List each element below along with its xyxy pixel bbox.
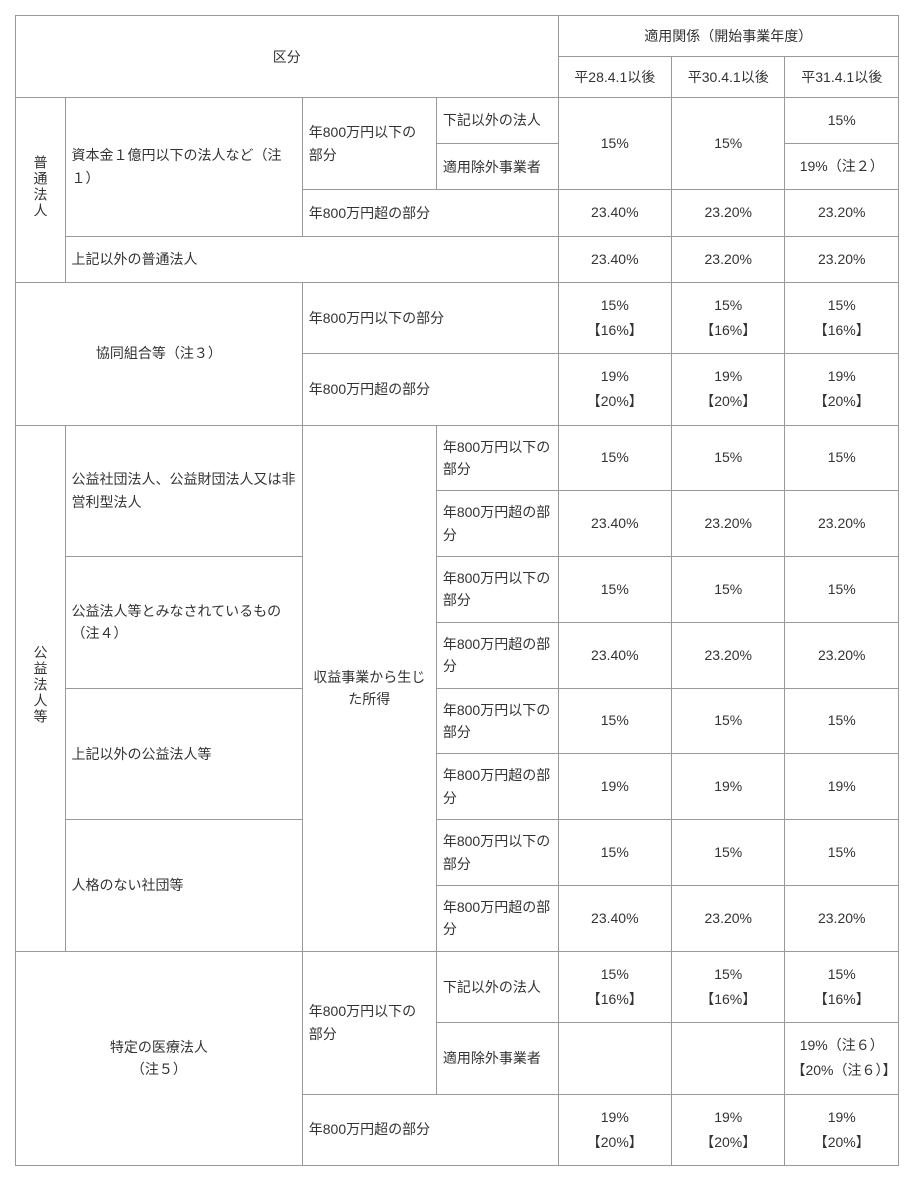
val: 23.20% <box>785 190 899 236</box>
coop-under800: 年800万円以下の部分 <box>302 282 558 353</box>
val <box>672 1023 785 1094</box>
coop-over800: 年800万円超の部分 <box>302 354 558 425</box>
val: 19%【20%】 <box>672 354 785 425</box>
ordinary-other-corp-label: 下記以外の法人 <box>436 98 558 144</box>
public-c-under: 年800万円以下の部分 <box>436 688 558 754</box>
val: 15% <box>558 688 671 754</box>
val: 15%【16%】 <box>785 951 899 1022</box>
val: 15%【16%】 <box>672 282 785 353</box>
public-b-over: 年800万円超の部分 <box>436 622 558 688</box>
val: 23.40% <box>558 491 671 557</box>
header-category: 区分 <box>16 16 559 98</box>
medical-other-corp: 下記以外の法人 <box>436 951 558 1022</box>
val: 23.20% <box>785 491 899 557</box>
val: 15%【16%】 <box>558 951 671 1022</box>
ordinary-over800: 年800万円超の部分 <box>302 190 558 236</box>
medical-label: 特定の医療法人（注５） <box>16 951 303 1165</box>
val: 15% <box>672 557 785 623</box>
val: 19%【20%】 <box>785 1094 899 1165</box>
val: 15%【16%】 <box>672 951 785 1022</box>
public-b: 公益法人等とみなされているもの（注４） <box>65 557 302 689</box>
val: 23.20% <box>672 885 785 951</box>
medical-excluded: 適用除外事業者 <box>436 1023 558 1094</box>
val: 15% <box>558 98 671 190</box>
val: 15% <box>785 98 899 144</box>
public-profit-income: 収益事業から生じた所得 <box>302 425 436 951</box>
val: 15% <box>558 557 671 623</box>
public-d-over: 年800万円超の部分 <box>436 885 558 951</box>
public-a-under: 年800万円以下の部分 <box>436 425 558 491</box>
val: 23.20% <box>785 236 899 282</box>
val: 23.20% <box>672 236 785 282</box>
val: 23.20% <box>672 190 785 236</box>
val: 15%【16%】 <box>785 282 899 353</box>
val: 23.20% <box>785 622 899 688</box>
ordinary-capital: 資本金１億円以下の法人など（注１） <box>65 98 302 237</box>
header-period2: 平30.4.1以後 <box>672 57 785 98</box>
ordinary-other: 上記以外の普通法人 <box>65 236 558 282</box>
val: 19%【20%】 <box>558 1094 671 1165</box>
public-d-under: 年800万円以下の部分 <box>436 820 558 886</box>
tax-rate-table: 区分 適用関係（開始事業年度） 平28.4.1以後 平30.4.1以後 平31.… <box>15 15 899 1166</box>
public-d: 人格のない社団等 <box>65 820 302 952</box>
val: 23.20% <box>785 885 899 951</box>
val: 15% <box>672 688 785 754</box>
val: 23.40% <box>558 622 671 688</box>
val: 19% <box>558 754 671 820</box>
public-c-over: 年800万円超の部分 <box>436 754 558 820</box>
val: 19%（注２） <box>785 144 899 190</box>
public-b-under: 年800万円以下の部分 <box>436 557 558 623</box>
ordinary-excluded-label: 適用除外事業者 <box>436 144 558 190</box>
val <box>558 1023 671 1094</box>
val: 15% <box>785 820 899 886</box>
val: 19%（注６）【20%（注６）】 <box>785 1023 899 1094</box>
header-period1: 平28.4.1以後 <box>558 57 671 98</box>
cat-ordinary: 普通法人 <box>16 98 66 283</box>
val: 19% <box>785 754 899 820</box>
val: 19%【20%】 <box>785 354 899 425</box>
val: 23.40% <box>558 885 671 951</box>
val: 15%【16%】 <box>558 282 671 353</box>
val: 23.20% <box>672 622 785 688</box>
cat-public: 公益法人等 <box>16 425 66 951</box>
public-a: 公益社団法人、公益財団法人又は非営利型法人 <box>65 425 302 557</box>
val: 23.40% <box>558 236 671 282</box>
val: 19%【20%】 <box>558 354 671 425</box>
coop-label: 協同組合等（注３） <box>16 282 303 425</box>
val: 15% <box>672 98 785 190</box>
medical-under800: 年800万円以下の部分 <box>302 951 436 1094</box>
val: 15% <box>672 820 785 886</box>
val: 23.40% <box>558 190 671 236</box>
val: 15% <box>785 688 899 754</box>
val: 15% <box>558 820 671 886</box>
val: 15% <box>785 425 899 491</box>
val: 23.20% <box>672 491 785 557</box>
val: 15% <box>672 425 785 491</box>
public-c: 上記以外の公益法人等 <box>65 688 302 820</box>
public-a-over: 年800万円超の部分 <box>436 491 558 557</box>
val: 15% <box>558 425 671 491</box>
val: 19%【20%】 <box>672 1094 785 1165</box>
val: 15% <box>785 557 899 623</box>
header-applicable: 適用関係（開始事業年度） <box>558 16 898 57</box>
medical-over800: 年800万円超の部分 <box>302 1094 558 1165</box>
val: 19% <box>672 754 785 820</box>
ordinary-under800: 年800万円以下の部分 <box>302 98 436 190</box>
header-period3: 平31.4.1以後 <box>785 57 899 98</box>
